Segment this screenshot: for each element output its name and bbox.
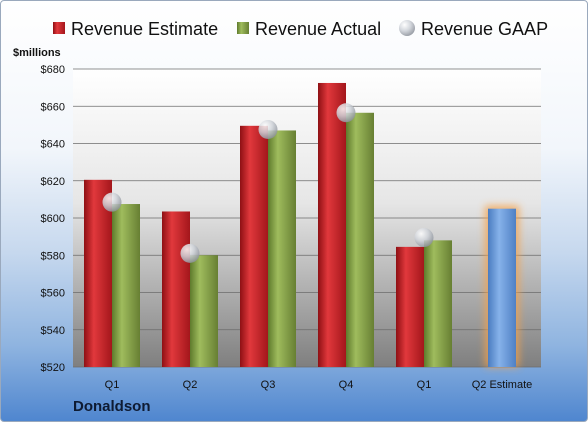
marker-revenue-gaap [414,228,434,248]
y-tick-label: $680 [41,64,65,76]
y-axis: $520 $540 $560 $580 $600 $620 $640 $660 $680 [41,64,65,374]
x-tick-label: Q4 [339,379,354,391]
y-tick-label: $660 [41,101,65,113]
y-tick-label: $640 [41,139,65,151]
legend-label-gaap: Revenue GAAP [421,19,548,39]
company-name: Donaldson [73,398,151,415]
y-tick-label: $520 [41,362,65,374]
x-tick-label: Q1 [417,379,432,391]
marker-revenue-gaap [102,192,122,212]
y-axis-unit-label: $millions [13,47,61,59]
bar-revenue-actual [190,255,218,367]
x-tick-label: Q2 Estimate [472,379,533,391]
legend-item-estimate: Revenue Estimate [53,19,218,39]
legend: Revenue Estimate Revenue Actual Revenue … [53,19,548,39]
y-tick-label: $620 [41,176,65,188]
y-tick-label: $600 [41,213,65,225]
x-tick-label: Q1 [105,379,120,391]
bar-revenue-actual [424,240,452,367]
gridlines [73,68,541,368]
marker-revenue-gaap [336,103,356,123]
bar-revenue-actual [346,112,374,367]
gaap-markers [102,103,434,263]
legend-label-estimate: Revenue Estimate [71,19,218,39]
bar-revenue-estimate-highlight [488,208,516,367]
bar-revenue-estimate [240,125,268,368]
x-tick-label: Q2 [183,379,198,391]
bar-revenue-estimate [162,211,190,367]
legend-swatch-gaap [399,20,415,36]
bars [84,82,519,368]
bar-revenue-actual [268,130,296,367]
legend-swatch-actual [237,22,249,34]
marker-revenue-gaap [180,243,200,263]
y-tick-label: $560 [41,288,65,300]
x-axis: Q1 Q2 Q3 Q4 Q1 Q2 Estimate [105,379,533,391]
legend-swatch-estimate [53,22,65,34]
bar-revenue-estimate [84,179,112,367]
y-tick-label: $540 [41,325,65,337]
bar-revenue-actual [112,204,140,367]
marker-revenue-gaap [258,120,278,140]
y-tick-label: $580 [41,250,65,262]
x-tick-label: Q3 [261,379,276,391]
bar-revenue-estimate [396,246,424,367]
legend-item-actual: Revenue Actual [237,19,381,39]
bar-revenue-estimate [318,82,346,367]
legend-item-gaap: Revenue GAAP [399,19,548,39]
legend-label-actual: Revenue Actual [255,19,381,39]
